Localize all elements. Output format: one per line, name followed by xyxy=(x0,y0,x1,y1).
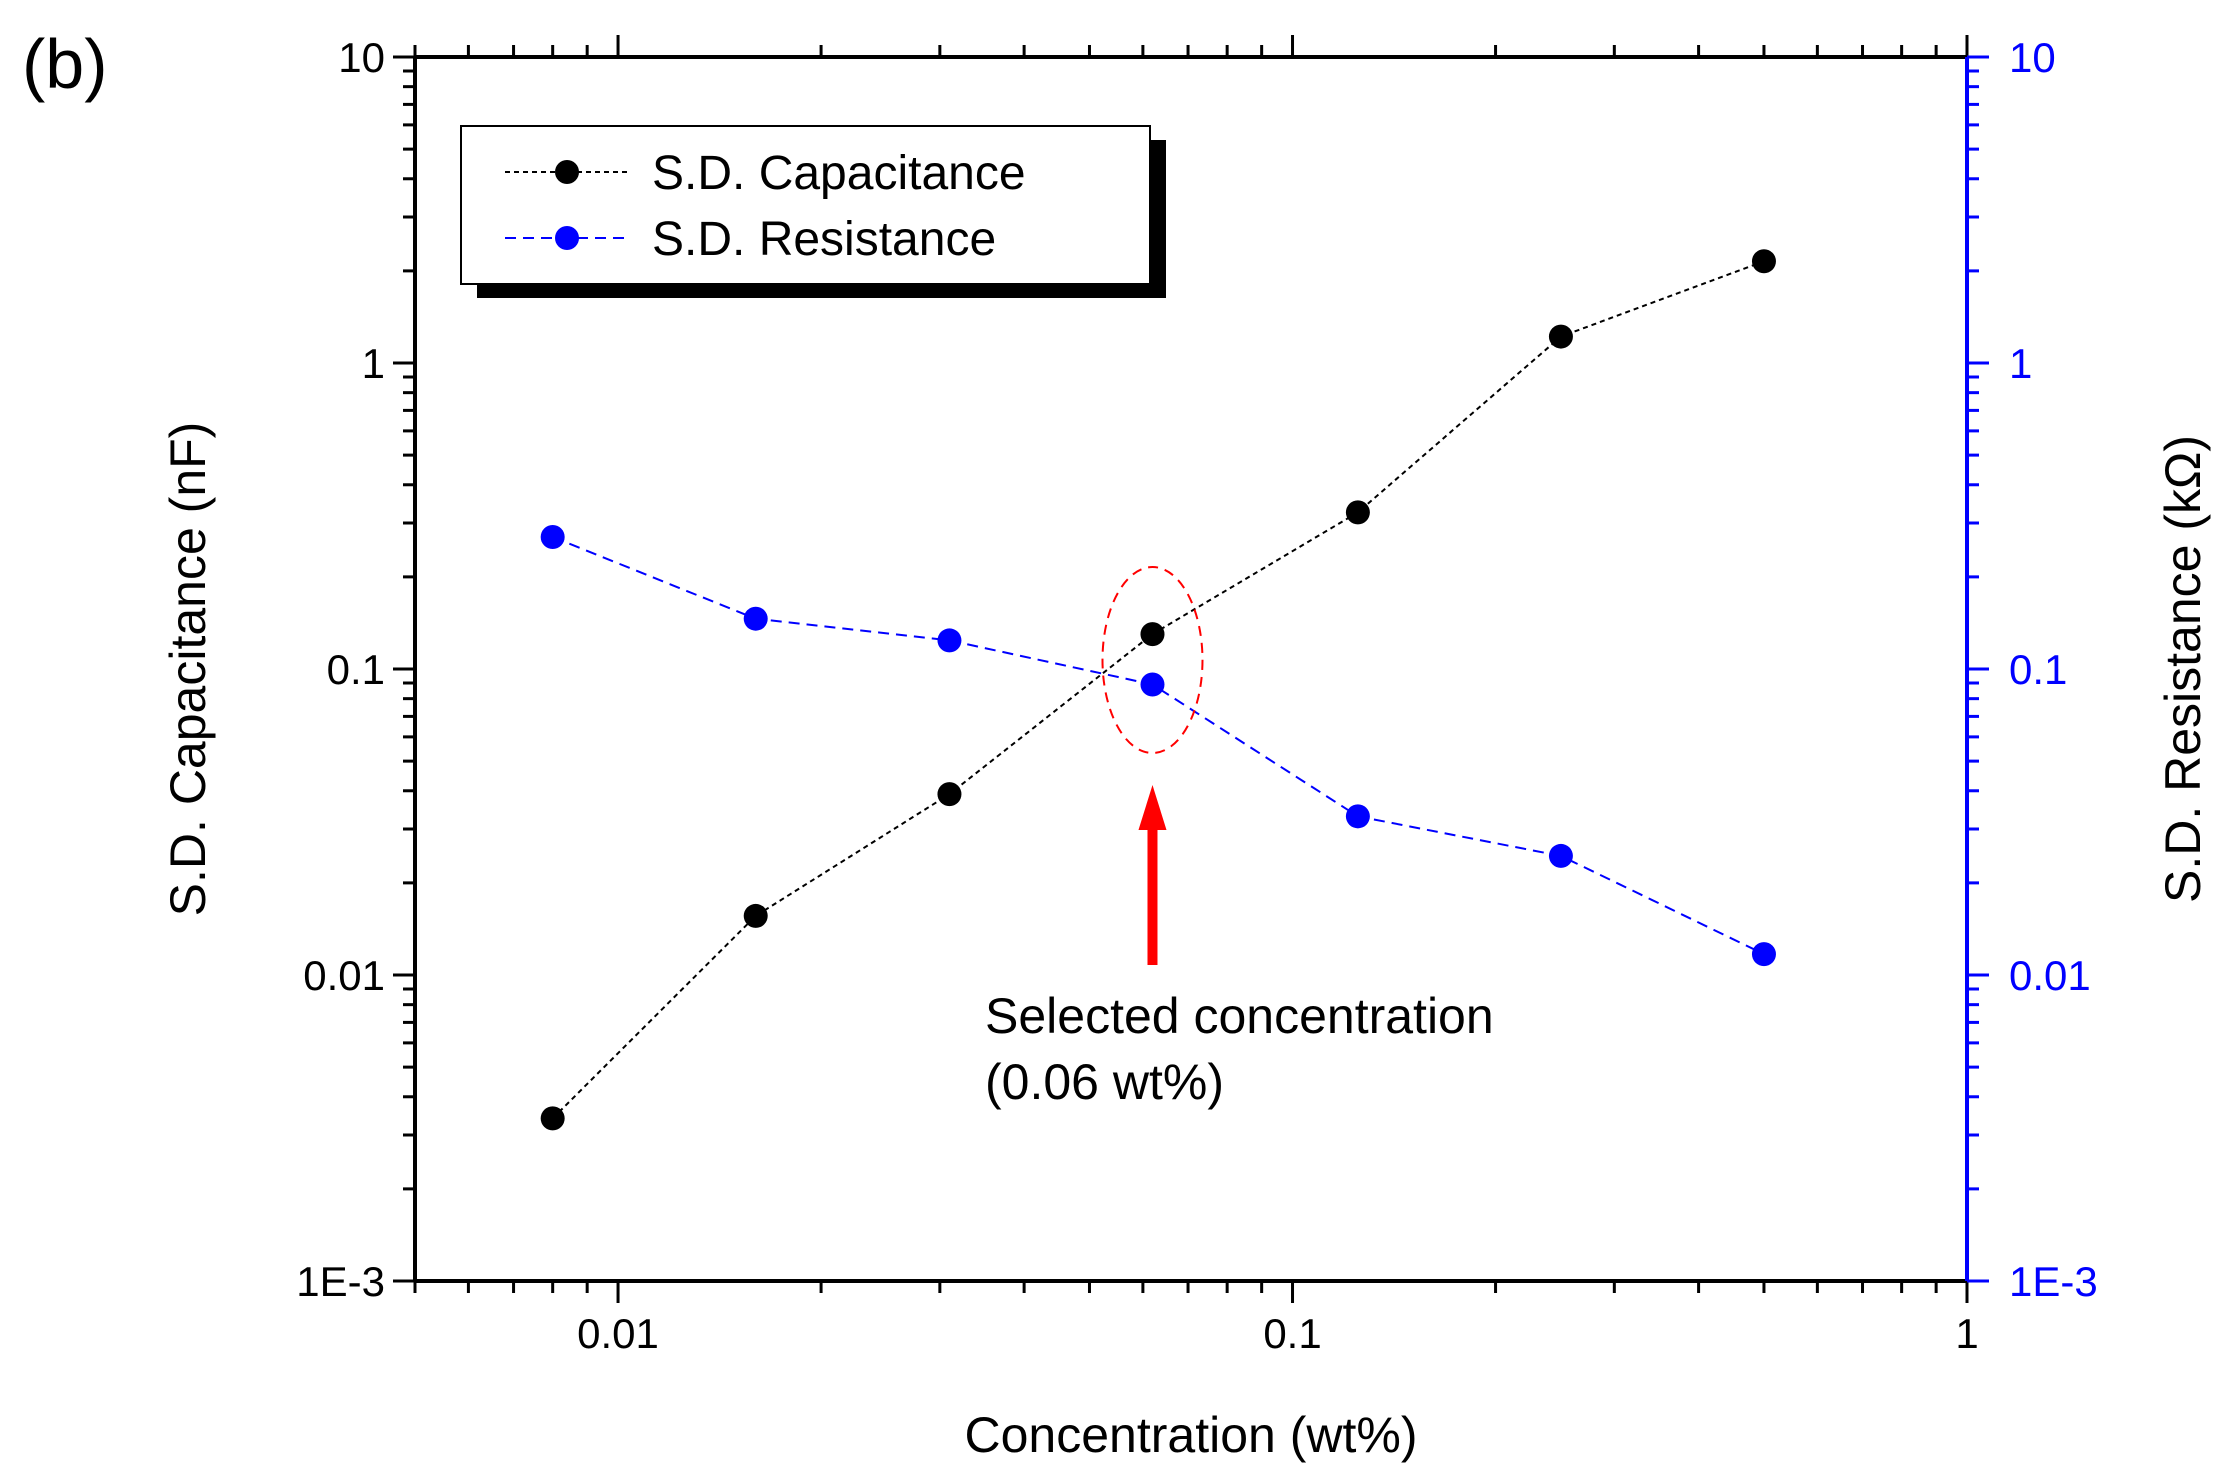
annotation-subtext: (0.06 wt%) xyxy=(985,1054,1224,1110)
panel-label: (b) xyxy=(22,25,108,103)
arrow-head xyxy=(1138,785,1167,830)
resistance-point xyxy=(1751,942,1776,967)
legend-box xyxy=(460,125,1151,285)
y-axis-label: S.D. Capacitance (nF) xyxy=(160,422,216,917)
legend: S.D. Capacitance S.D. Resistance xyxy=(460,125,1166,298)
annotation-text: Selected concentration xyxy=(985,988,1494,1044)
y-tick-label: 1E-3 xyxy=(296,1258,385,1305)
series-line xyxy=(552,536,1765,956)
y-tick-label: 10 xyxy=(338,34,385,81)
resistance-point xyxy=(937,628,962,653)
y2-tick-label: 0.1 xyxy=(2009,646,2067,693)
y2-tick-label: 1E-3 xyxy=(2009,1258,2098,1305)
y-tick-label: 1 xyxy=(362,340,385,387)
resistance-point xyxy=(1548,843,1573,868)
y2-tick-label: 0.01 xyxy=(2009,952,2091,999)
y2-tick-label: 10 xyxy=(2009,34,2056,81)
annotation: Selected concentration (0.06 wt%) xyxy=(985,566,1494,1110)
capacitance-point xyxy=(1548,324,1573,349)
series-layer xyxy=(540,249,1776,1131)
resistance-point xyxy=(743,606,768,631)
legend-label: S.D. Capacitance xyxy=(652,147,1026,200)
x-axis-label: Concentration (wt%) xyxy=(965,1407,1418,1463)
x-tick-label: 0.1 xyxy=(1263,1310,1321,1357)
resistance-point xyxy=(540,525,565,550)
y2-tick-label: 1 xyxy=(2009,340,2032,387)
capacitance-point xyxy=(1345,500,1370,525)
capacitance-point xyxy=(1751,249,1776,274)
legend-marker xyxy=(555,160,579,184)
x-tick-label: 0.01 xyxy=(577,1310,659,1357)
capacitance-point xyxy=(540,1106,565,1131)
legend-marker xyxy=(555,226,579,250)
capacitance-point xyxy=(743,903,768,928)
highlight-ellipse xyxy=(1101,566,1204,754)
capacitance-point xyxy=(937,782,962,807)
y-tick-label: 0.01 xyxy=(303,952,385,999)
axis-ticks xyxy=(393,35,1989,1303)
legend-label: S.D. Resistance xyxy=(652,213,996,266)
resistance-point xyxy=(1345,804,1370,829)
capacitance-point xyxy=(1140,622,1165,647)
y-tick-label: 0.1 xyxy=(327,646,385,693)
tick-labels: 0.01 0.1 1 1E-3 0.01 0.1 1 10 1E-3 0.01 0.1 1 10 xyxy=(296,34,2097,1357)
y2-axis-label: S.D. Resistance (kΩ) xyxy=(2155,435,2211,903)
resistance-point xyxy=(1140,672,1165,697)
x-tick-label: 1 xyxy=(1955,1310,1978,1357)
